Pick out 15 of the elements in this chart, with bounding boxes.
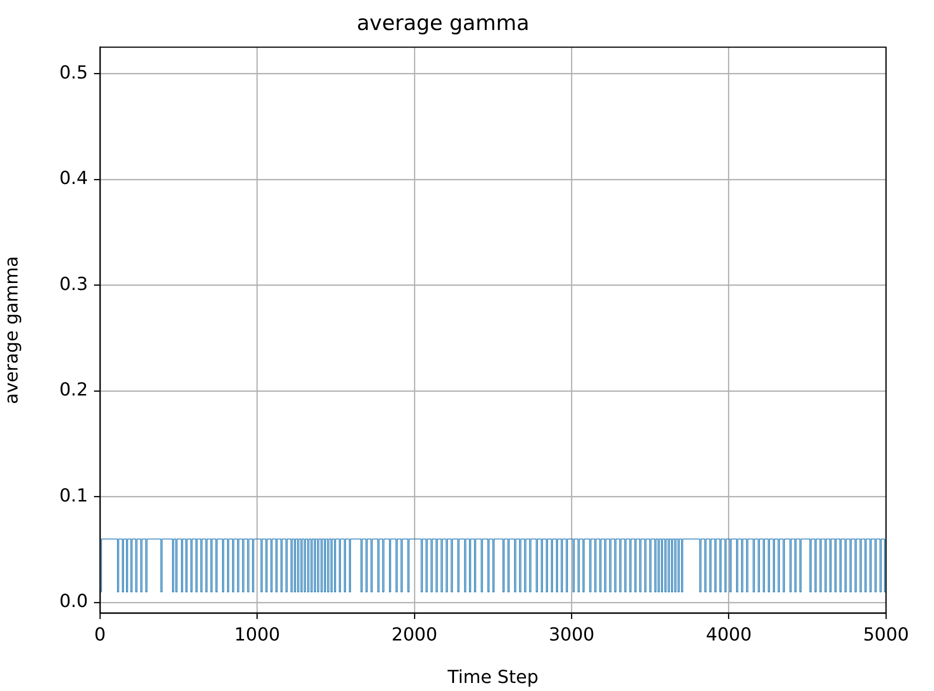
x-tick-label: 2000 [391,624,438,646]
x-tick-label: 0 [94,624,106,646]
y-axis-title: average gamma [1,256,22,404]
x-tick-label: 3000 [548,624,595,646]
x-tick-label: 1000 [234,624,280,646]
x-axis-title: Time Step [446,666,538,688]
x-tick-label: 4000 [706,624,752,646]
y-tick-label: 0.2 [59,380,88,401]
y-tick-label: 0.3 [59,274,88,295]
y-tick-label: 0.4 [59,168,88,190]
y-tick-label: 0.0 [59,591,88,612]
chart-title: average gamma [356,11,530,36]
y-tick-label: 0.5 [59,62,88,84]
y-tick-label: 0.1 [59,485,88,506]
x-tick-label: 5000 [863,624,909,646]
